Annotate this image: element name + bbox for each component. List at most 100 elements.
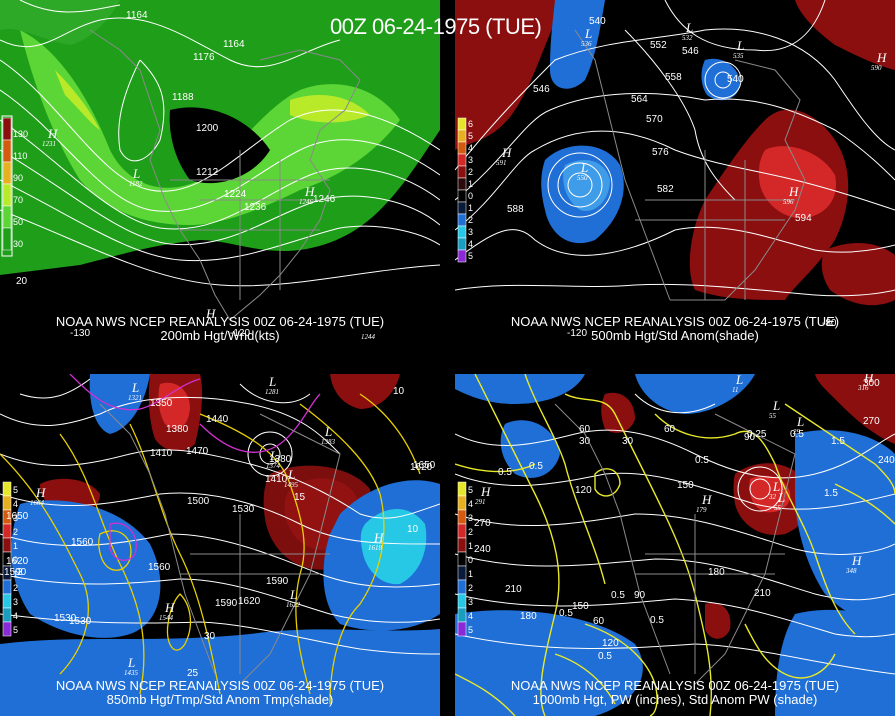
map-500mb: 6 5 4 3 2 1 0 1 2 3 4 5 540 552 546 558 540 564 570 576 582… — [455, 0, 895, 339]
anom-blue-nw — [550, 0, 605, 89]
lon-label: -130 — [70, 328, 90, 339]
high-value: 1664 — [30, 499, 45, 507]
contour-label: 150 — [572, 601, 589, 612]
low-marker: L — [324, 424, 332, 439]
contour-label: 546 — [682, 46, 699, 57]
caption-1000mb-line2: 1000mb Hgt, PW (inches), Std Anom PW (sh… — [532, 692, 818, 707]
legend-200mb: 130 110 90 70 50 30 — [2, 117, 28, 251]
high-marker: H — [304, 184, 315, 199]
pw-label: 0.5 — [611, 590, 625, 601]
contour-label: 1650 — [413, 460, 436, 471]
jet-shade-north — [0, 0, 120, 45]
legend-value: 3 — [468, 513, 473, 523]
caption-200mb-line2: 200mb Hgt/Wnd(kts) — [160, 328, 280, 343]
caption-1000mb-line1: NOAA NWS NCEP REANALYSIS 00Z 06-24-1975 … — [510, 678, 840, 693]
contour-label: 1164 — [126, 10, 148, 21]
contour-label: 1590 — [266, 576, 289, 587]
contours-850mb-temp — [0, 393, 421, 705]
legend-value: 5 — [468, 485, 473, 495]
legend-value: 3 — [468, 597, 473, 607]
contour-label: 552 — [650, 40, 667, 51]
anom-red-nne — [795, 0, 895, 70]
legend-swatch — [457, 249, 467, 263]
anom-red-west — [455, 0, 565, 150]
high-value: 591 — [496, 159, 507, 167]
low-value: 55 — [769, 412, 777, 420]
legend-value: 4 — [13, 611, 18, 621]
contour-label: 1200 — [196, 123, 219, 134]
panel-200mb: 130 110 90 70 50 30 1164 1164 1176 1188 1200 1212 1… — [0, 0, 440, 342]
anom-red-north-core — [158, 382, 190, 429]
legend-swatch — [457, 579, 467, 595]
caption-500mb-line1: NOAA NWS NCEP REANALYSIS 00Z 06-24-1975 … — [510, 314, 840, 329]
contour-label: 240 — [878, 455, 895, 466]
contour-label: 210 — [754, 588, 771, 599]
legend-value: 130 — [13, 129, 28, 139]
contour-label: 240 — [474, 544, 491, 555]
legend-swatch — [2, 495, 12, 511]
legend-value: 3 — [468, 155, 473, 165]
low-value: 1495 — [284, 481, 299, 489]
low-value: 550 — [577, 174, 588, 182]
legend-value: 70 — [13, 195, 23, 205]
legend-swatch — [2, 139, 12, 163]
contour-label: 180 — [708, 567, 725, 578]
legend-value: 2 — [13, 583, 18, 593]
contour-label: 558 — [665, 72, 682, 83]
legend-swatch — [457, 495, 467, 511]
contour-label: 1620 — [238, 596, 261, 607]
low-marker: L — [685, 20, 693, 35]
low-value: 536 — [581, 40, 592, 48]
contour-label: 1440 — [206, 374, 229, 377]
contour-label: 1410 — [265, 474, 288, 485]
contour-label: 1530 — [69, 616, 92, 627]
labels-200mb: 116411641176118812001212122412361246H123… — [16, 10, 376, 341]
legend-swatch — [457, 213, 467, 227]
low-value: 1374 — [266, 462, 281, 470]
legend-swatch — [2, 523, 12, 539]
contour-label: 60 — [593, 616, 605, 627]
pw-label: 0.5 — [598, 651, 612, 662]
jet-cut-black — [169, 107, 270, 184]
low-marker: L — [580, 160, 588, 175]
low-marker: L — [584, 26, 592, 41]
low-value: 532 — [682, 34, 693, 42]
caption-850mb-line1: NOAA NWS NCEP REANALYSIS 00Z 06-24-1975 … — [55, 678, 385, 693]
low-value: 1435 — [124, 669, 139, 677]
high-value: 348 — [845, 567, 857, 575]
contour-label: 1530 — [232, 504, 255, 515]
legend-swatch — [457, 621, 467, 637]
legend-swatch — [457, 593, 467, 609]
contours-850mb-mag — [69, 374, 321, 561]
contour-label: 1410 — [150, 448, 173, 459]
contour-label: 546 — [533, 84, 550, 95]
labels-850mb: 1440135013801410144014701380141015001530… — [4, 374, 436, 679]
caption-500mb: NOAA NWS NCEP REANALYSIS 00Z 06-24-1975 … — [455, 315, 895, 343]
low-marker: L — [777, 490, 785, 505]
high-marker: H — [863, 374, 874, 385]
legend-value: 90 — [13, 173, 23, 183]
legend-value: 1 — [468, 203, 473, 213]
legend-value: 4 — [468, 239, 473, 249]
legend-value: 2 — [468, 527, 473, 537]
anom-blue-west — [500, 420, 560, 478]
legend-value: 0 — [13, 555, 18, 565]
low-value: 1182 — [129, 180, 143, 188]
high-marker: H — [164, 600, 175, 615]
low-marker: L — [736, 38, 744, 53]
low-marker: L — [772, 398, 780, 413]
contour-label: 30 — [579, 436, 591, 447]
temp-label: 25 — [187, 668, 199, 679]
contour-label: 564 — [631, 94, 648, 105]
anom-red-north — [601, 392, 635, 433]
contour-label: 1246 — [313, 194, 336, 205]
anom-red-center-core — [749, 475, 791, 513]
low-marker: L — [131, 380, 139, 395]
contour-label: 1530 — [54, 613, 77, 624]
contours-500mb — [455, 0, 895, 297]
pw-label: 0.5 — [695, 455, 709, 466]
legend-swatch — [457, 153, 467, 167]
low-marker: L — [289, 587, 297, 602]
